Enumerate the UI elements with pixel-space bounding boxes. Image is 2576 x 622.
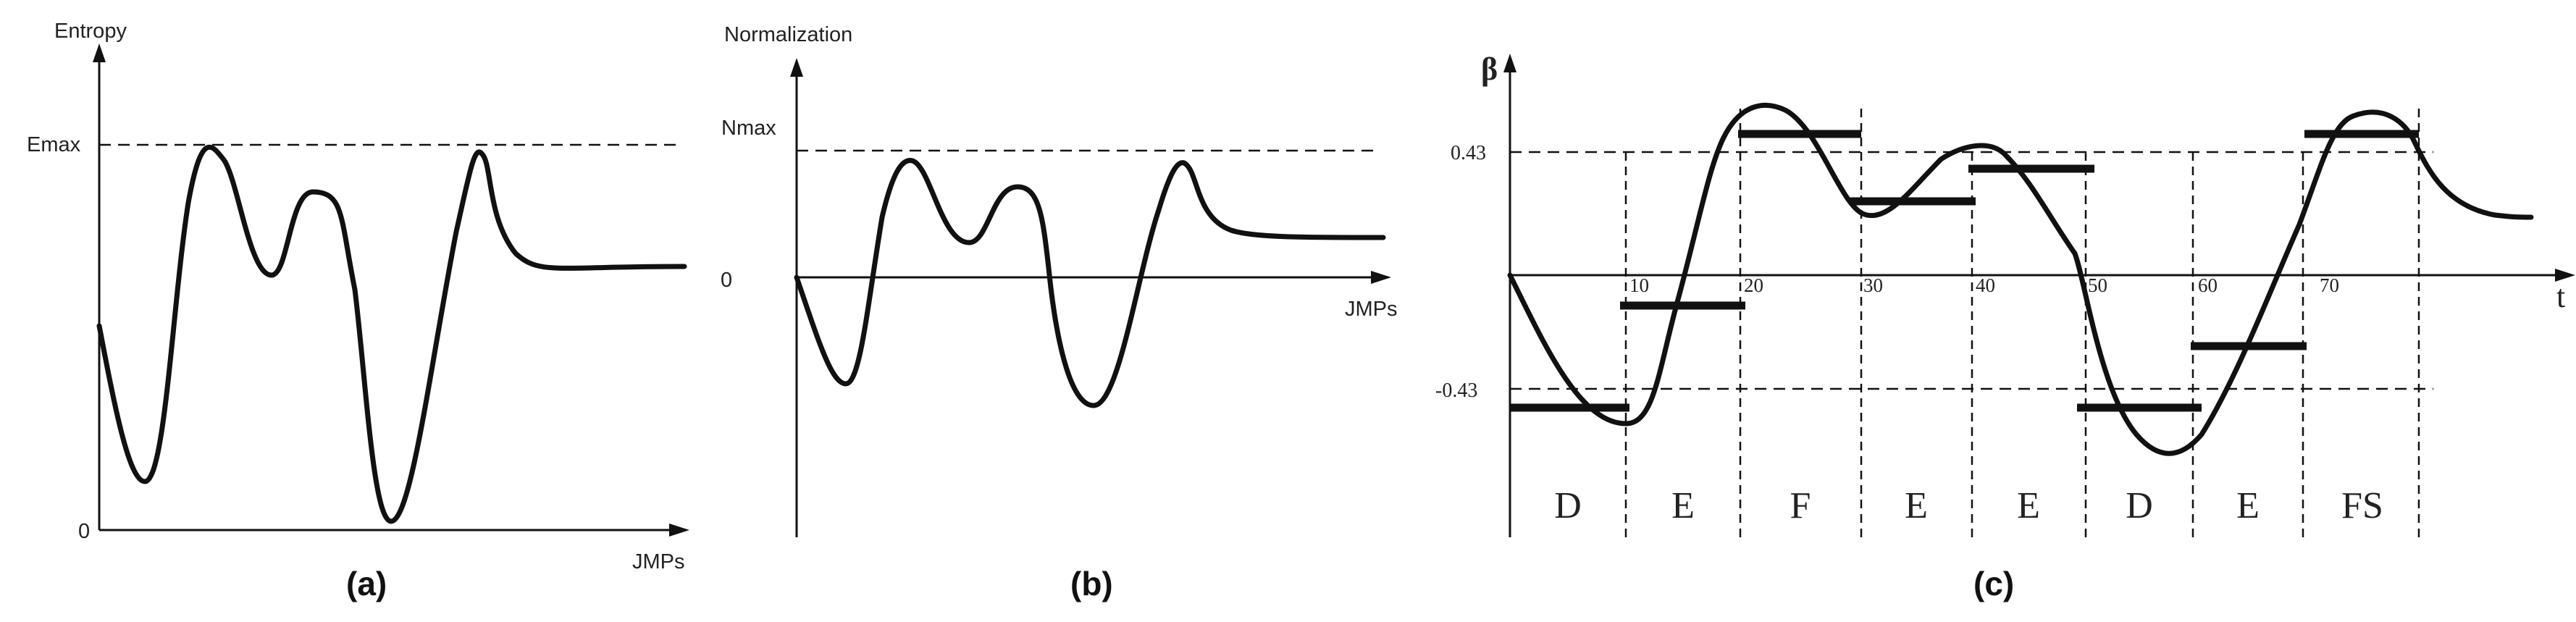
panel-c-beta-curve: [1507, 102, 2534, 456]
panel-a-entropy-curve: [96, 144, 687, 524]
panel-c-t-arrowhead: [2555, 269, 2575, 282]
panel-a-zero-label: 0: [78, 520, 90, 543]
panel-b-x-axis-label: JMPs: [1345, 298, 1398, 321]
panel-b-x-arrowhead: [1371, 271, 1391, 284]
panel-c-upper-threshold-label: 0.43: [1451, 142, 1486, 164]
x-tick-label: 60: [2198, 274, 2218, 296]
panel-b-zero-label: 0: [721, 269, 732, 292]
panel-b-y-arrowhead: [790, 58, 803, 77]
x-tick-label: 30: [1863, 274, 1883, 296]
panel-c-level-segments: [1510, 130, 2419, 412]
x-tick-label: 40: [1976, 274, 1995, 296]
panel-b-caption: (b): [1070, 565, 1113, 602]
panel-a-x-axis-label: JMPs: [632, 550, 685, 573]
panel-a-caption: (a): [346, 565, 387, 602]
x-tick-label: 70: [2320, 274, 2339, 296]
panel-a-emax-label: Emax: [27, 133, 81, 156]
panel-c-x-tick-labels: 10 20 30 40 50 60 70: [1629, 274, 2339, 296]
panel-c-y-arrowhead: [1503, 54, 1516, 72]
zone-label: F: [1790, 485, 1811, 526]
zone-label: D: [2126, 485, 2153, 526]
zone-label: FS: [2341, 485, 2383, 526]
panel-c-caption: (c): [1973, 565, 2014, 602]
panel-a-y-axis-label: Entropy: [54, 20, 127, 43]
zone-label: D: [1554, 485, 1582, 526]
panel-b-nmax-label: Nmax: [721, 117, 776, 140]
panel-c-t-axis-label: t: [2556, 279, 2565, 314]
x-tick-label: 10: [1629, 274, 1649, 296]
panel-b: Normalization Nmax 0 JMPs (b): [721, 23, 1398, 602]
x-tick-label: 50: [2088, 274, 2107, 296]
panel-b-y-axis-label: Normalization: [724, 23, 852, 46]
zone-label: E: [1671, 485, 1695, 526]
panel-a-y-arrowhead: [93, 43, 106, 62]
zone-label: E: [2236, 485, 2260, 526]
panel-a-x-arrowhead: [669, 524, 689, 537]
zone-label: E: [2017, 485, 2040, 526]
panel-c-y-axis-label: β: [1481, 51, 1498, 87]
panel-c-lower-threshold-label: -0.43: [1435, 379, 1477, 402]
panel-a: Entropy Emax 0 JMPs (a): [27, 20, 689, 602]
panel-c-zone-labels: D E F E E D E FS: [1554, 485, 2383, 526]
panel-b-normalization-curve: [794, 158, 1386, 408]
zone-label: E: [1905, 485, 1928, 526]
panel-c: β t 0.43 -0.43 10 20 30 40 50 60 70 D E …: [1435, 51, 2575, 602]
x-tick-label: 20: [1744, 274, 1763, 296]
